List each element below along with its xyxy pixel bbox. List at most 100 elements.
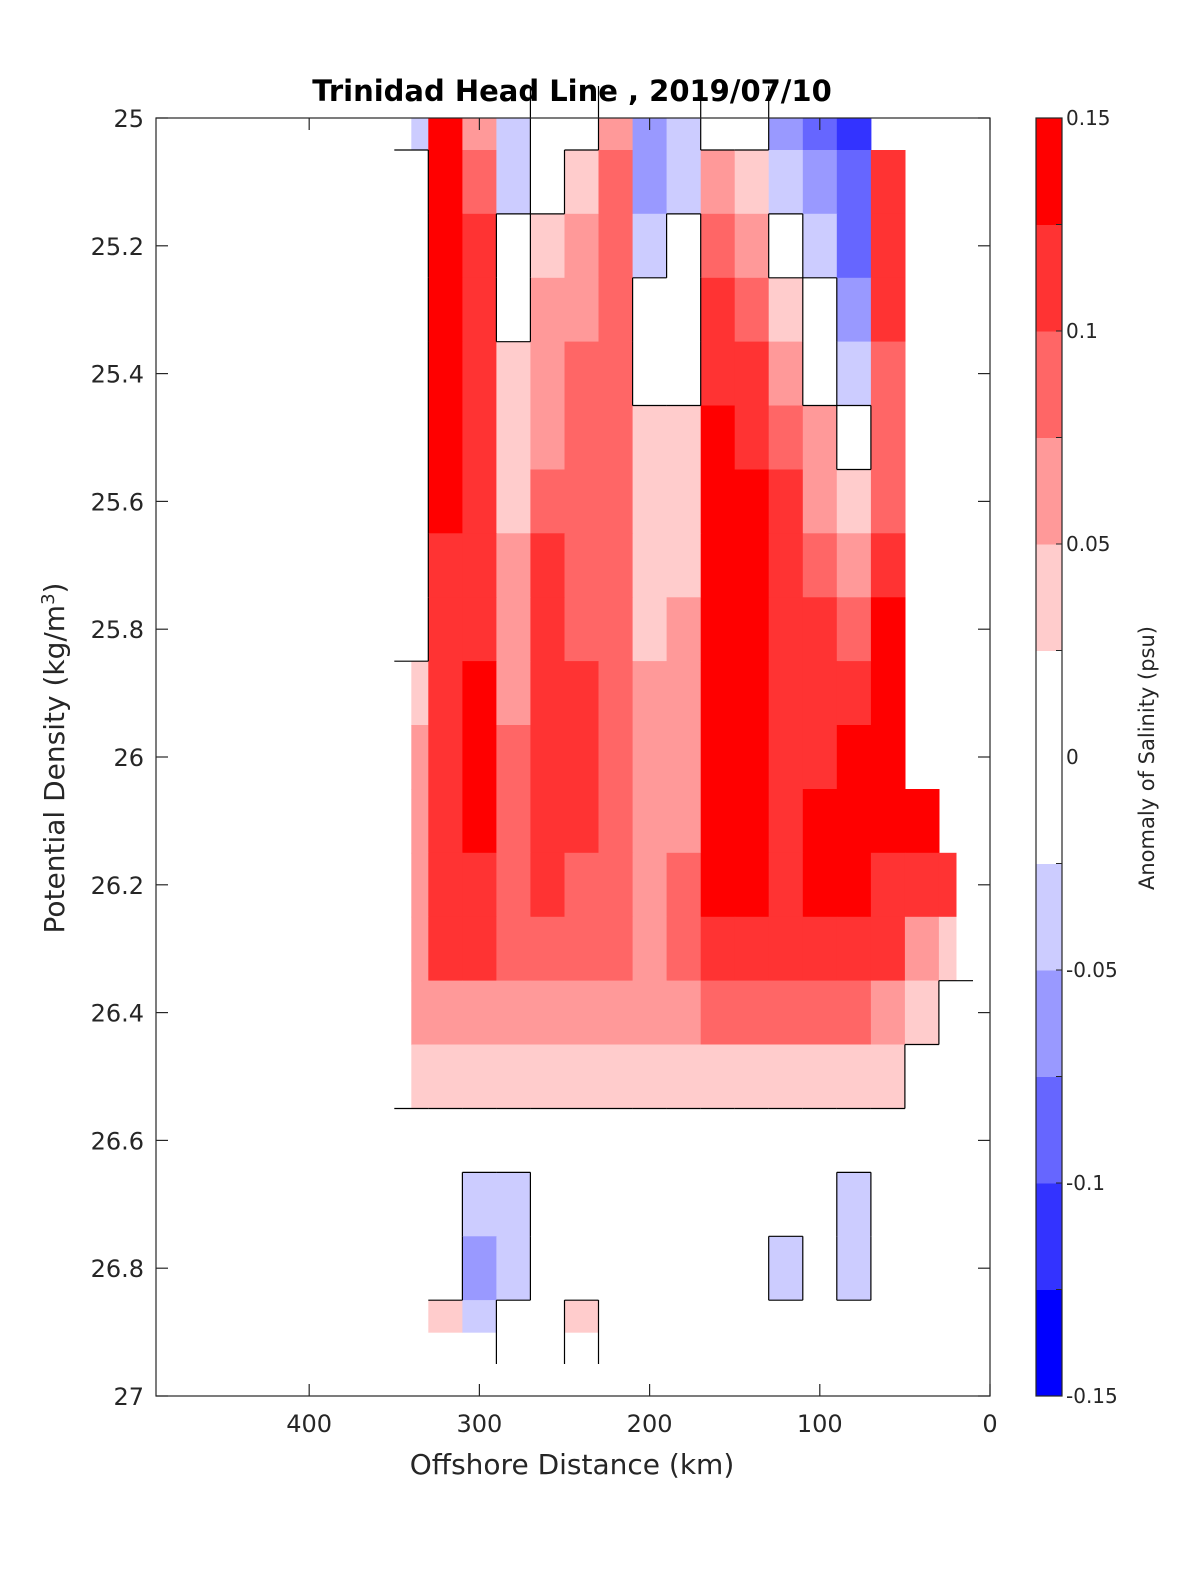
contour-cell [632,852,668,918]
contour-cell [836,1108,872,1173]
colorbar-swatch [1036,544,1062,651]
contour-cell [938,980,957,1046]
contour-cell [428,341,463,407]
contour-cell [904,916,940,982]
contour-cell [870,916,906,982]
contour-cell [870,405,906,470]
contour-cell [462,725,497,790]
contour-cell [598,852,634,918]
contour-cell [700,789,736,854]
contour-cell [836,980,872,1046]
contour-cell [564,597,600,662]
contour-cell [598,725,634,790]
y-axis-label-main: Potential Density (kg/m [38,605,71,934]
contour-cell [700,725,736,790]
contour-cell [700,1172,736,1237]
contour-cell [598,1108,634,1173]
contour-cell [632,213,668,279]
contour-cell [564,980,600,1046]
contour-cell [411,1108,429,1173]
contour-cell [530,533,565,598]
contour-cell [666,597,702,662]
contour-cell [428,661,463,726]
contour-cell [462,150,497,215]
contour-cell [700,661,736,726]
contour-cell [666,213,702,279]
contour-cell [870,1108,906,1173]
contour-cell [564,852,600,918]
contour-cell [462,277,497,343]
contour-cell [802,341,838,407]
contour-cell [768,1108,804,1173]
contour-cell [496,1300,531,1333]
contour-cell [411,852,429,918]
contour-cell [428,405,463,470]
contour-cell [632,469,668,534]
contour-cell [836,469,872,534]
contour-cell [564,1044,600,1109]
contour-cell [734,213,770,279]
contour-cell [836,725,872,790]
contour-cell [598,1236,634,1301]
contour-cell [496,789,531,854]
contour-cell [428,597,463,662]
contour-cell [411,277,429,343]
contour-cell [428,469,463,534]
y-tick-label: 27 [113,1383,144,1411]
colorbar-tick-label: 0 [1066,745,1079,769]
y-axis-label: Potential Density (kg/m3) [38,583,72,934]
contour-cell [768,341,804,407]
contour-cell [904,1044,940,1109]
contour-cell [530,661,565,726]
contour-cell [768,1236,804,1301]
contour-cell [564,661,600,726]
contour-cell [462,1044,497,1109]
contour-cell [496,405,531,470]
y-tick-label: 25.6 [91,488,144,516]
contour-cell [870,852,906,918]
contour-cell [666,469,702,534]
colorbar-swatch [1036,331,1062,438]
y-tick-label: 25.4 [91,361,144,389]
contour-cell [768,1044,804,1109]
contour-cell [768,118,804,151]
contour-cell [666,277,702,343]
contour-cell [700,150,736,215]
contour-cell [496,277,531,343]
contour-cell [938,1044,957,1109]
contour-cell [428,1044,463,1109]
contour-cell [768,661,804,726]
contour-cell [802,1300,838,1333]
contour-cell [870,341,906,407]
colorbar-swatch [1036,1289,1062,1397]
contour-cell [530,1236,565,1301]
contour-cell [598,405,634,470]
contour-cell [598,341,634,407]
contour-cell [870,725,906,790]
contour-cell [462,661,497,726]
contour-cell [564,1172,600,1237]
colorbar-label: Anomaly of Salinity (psu) [1135,626,1159,890]
contour-cell [734,469,770,534]
contour-cell [836,1044,872,1109]
contour-cell [496,1108,531,1173]
contour-cell [530,405,565,470]
contour-cell [411,405,429,470]
contour-cell [836,1236,872,1301]
colorbar-swatch [1036,970,1062,1077]
contour-cell [666,661,702,726]
colorbar-tick-label: -0.1 [1066,1171,1105,1195]
contour-cell [666,789,702,854]
contour-cell [564,1108,600,1173]
contour-cell [836,661,872,726]
contour-cell [411,213,429,279]
colorbar-tick-label: 0.1 [1066,319,1098,343]
colorbar-tick-label: 0.05 [1066,532,1111,556]
contour-cell [530,725,565,790]
contour-cell [700,277,736,343]
contour-cell [768,533,804,598]
contour-cell [700,1044,736,1109]
contour-cell [411,661,429,726]
contour-cell [768,916,804,982]
contour-cell [564,213,600,279]
